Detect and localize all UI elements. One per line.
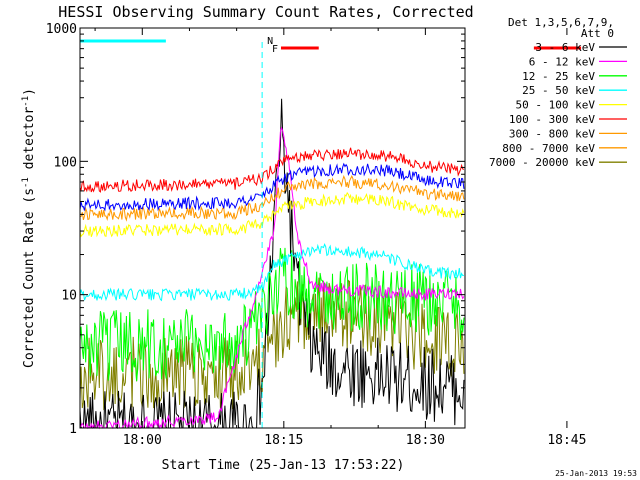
legend-entry-label: 12 - 25 keV xyxy=(522,70,595,83)
plot-frame xyxy=(79,27,466,429)
series-line xyxy=(79,126,465,430)
series-line xyxy=(79,242,464,302)
x-tick-label: 18:30 xyxy=(406,433,445,448)
markers-group: NF xyxy=(80,36,582,428)
y-axis-label: Corrected Count Rate (s-1 detector-1) xyxy=(21,88,37,368)
timestamp: 25-Jan-2013 19:53 xyxy=(555,469,637,478)
x-tick-label: 18:45 xyxy=(547,433,586,448)
series-line xyxy=(79,174,465,222)
axes-group: 18:0018:1518:3018:4519:0019:1519:3011010… xyxy=(46,22,587,448)
series-line xyxy=(79,147,465,193)
chart-title: HESSI Observing Summary Count Rates, Cor… xyxy=(58,3,473,21)
legend-entry-label: 100 - 300 keV xyxy=(509,113,595,126)
legend-entry-label: 50 - 100 keV xyxy=(516,99,596,112)
y-tick-label: 1 xyxy=(69,422,77,437)
x-axis-label: Start Time (25-Jan-13 17:53:22) xyxy=(162,458,405,473)
legend-entry-label: 6 - 12 keV xyxy=(529,55,596,68)
legend-header-line-1: Det 1,3,5,6,7,9, xyxy=(508,16,614,29)
series-group xyxy=(79,98,465,430)
y-tick-label: 100 xyxy=(54,155,77,170)
y-tick-label: 10 xyxy=(61,289,77,304)
legend-entry-label: 3 - 6 keV xyxy=(535,41,595,54)
legend-header-line-2: Att 0 xyxy=(581,27,614,40)
night-marker-label: N xyxy=(267,36,273,47)
series-line xyxy=(79,98,465,430)
legend-entry-label: 300 - 800 keV xyxy=(509,127,595,140)
series-line xyxy=(79,247,465,382)
x-tick-label: 18:00 xyxy=(123,433,162,448)
x-tick-label: 18:15 xyxy=(264,433,303,448)
legend-entry-label: 25 - 50 keV xyxy=(522,84,595,97)
flare-marker-label: F xyxy=(272,44,278,55)
series-line xyxy=(79,191,465,238)
legend-entry-label: 7000 - 20000 keV xyxy=(489,156,595,169)
series-line xyxy=(79,162,465,212)
y-tick-label: 1000 xyxy=(46,22,77,37)
legend-entry-label: 800 - 7000 keV xyxy=(502,142,595,155)
